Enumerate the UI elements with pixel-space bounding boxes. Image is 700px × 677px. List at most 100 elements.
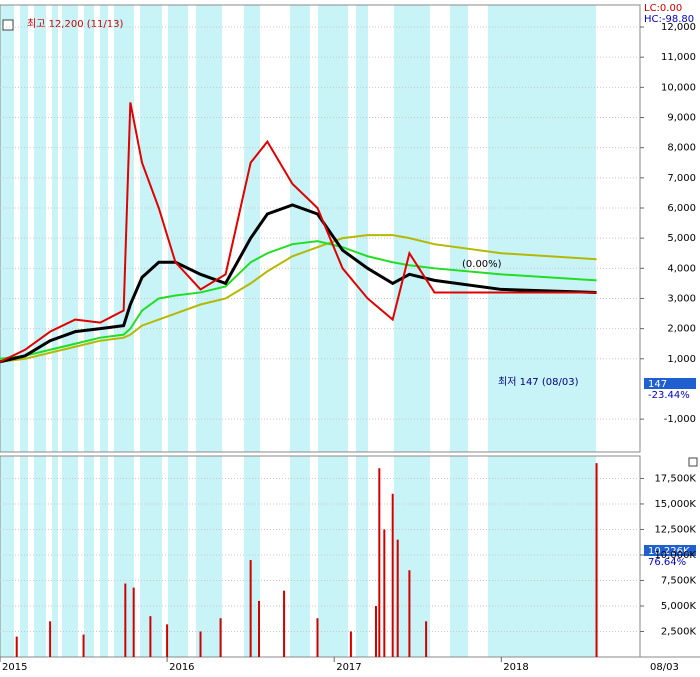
lc-label: LC:0.00 [644, 3, 682, 14]
y-tick-label: 8,000 [667, 143, 696, 154]
volume-bar [383, 529, 386, 657]
stripe [394, 456, 430, 657]
stripe [114, 5, 134, 452]
y-tick-label: 11,000 [661, 52, 696, 63]
y-tick-label: 17,500K [654, 473, 696, 484]
y-tick-label: 12,500K [654, 524, 696, 535]
volume-bar [149, 616, 152, 657]
stripe [62, 5, 78, 452]
x-tick-label: 2016 [169, 662, 194, 673]
y-tick-label: 2,000 [667, 324, 696, 335]
stripe [394, 5, 430, 452]
y-tick-label: 6,000 [667, 203, 696, 214]
stripe [114, 456, 134, 657]
stripe [0, 456, 14, 657]
y-tick-label: 9,000 [667, 113, 696, 124]
volume-bar [258, 600, 261, 657]
y-tick-label: 4,000 [667, 263, 696, 274]
stripe [52, 456, 58, 657]
y-tick-label: 3,000 [667, 293, 696, 304]
menu-icon[interactable] [2, 19, 14, 31]
volume-bar [132, 587, 135, 657]
volume-bar [316, 618, 319, 657]
last-date: 08/03 [650, 662, 679, 673]
hc-label: HC:-98.80 [644, 14, 694, 25]
price-line [0, 234, 597, 363]
volume-bar [378, 468, 381, 657]
stripe [196, 456, 222, 657]
x-tick-label: 2017 [336, 662, 361, 673]
price-line [0, 203, 597, 364]
stripe [196, 5, 222, 452]
y-tick-label: 12,000 [661, 22, 696, 33]
last-price: 147 [648, 379, 667, 390]
volume-bar [396, 539, 399, 657]
stripe [62, 456, 78, 657]
x-tick-label: 2018 [503, 662, 528, 673]
change-pct: -23.44% [648, 390, 690, 401]
last-price-box [644, 378, 696, 389]
stripe [140, 5, 162, 452]
volume-bar [391, 493, 394, 657]
stripe [290, 456, 310, 657]
stripe [84, 456, 94, 657]
volume-bar [199, 631, 202, 657]
price-line [0, 240, 597, 360]
y-tick-label: 1,000 [667, 354, 696, 365]
volume-bar [425, 621, 428, 657]
stripe [244, 5, 260, 452]
trend-label: (0.00%) [462, 259, 502, 270]
low-annotation: 최저 147 (08/03) [498, 376, 579, 388]
y-tick-label: 10,000 [661, 82, 696, 93]
volume-bar [374, 605, 377, 657]
y-tick-label: 7,500K [661, 575, 697, 586]
y-tick-label: 10,000K [654, 550, 696, 561]
volume-bar [408, 570, 411, 657]
high-annotation: 최고 12,200 (11/13) [27, 18, 123, 30]
y-tick-label: 15,000K [654, 499, 696, 510]
stripe [244, 456, 260, 657]
stripe [100, 5, 108, 452]
stripe [84, 5, 94, 452]
y-tick-label: 7,000 [667, 173, 696, 184]
stripe [488, 456, 596, 657]
stripe [34, 5, 46, 452]
stripe [100, 456, 108, 657]
stripe [34, 456, 46, 657]
y-tick-label: 5,000K [661, 601, 697, 612]
volume-bar [166, 624, 169, 657]
stripe [318, 5, 348, 452]
stripe [20, 456, 28, 657]
stripe [356, 456, 368, 657]
price-line [0, 102, 597, 363]
background-stripes [0, 5, 596, 657]
volume-bar [15, 636, 18, 657]
last-volume: 10,226K [648, 546, 690, 557]
volume-bar [219, 618, 222, 657]
volume-bar [249, 560, 252, 657]
x-tick-label: 2015 [2, 662, 27, 673]
volume-bar [349, 631, 352, 657]
stripe [356, 5, 368, 452]
stripe [140, 456, 162, 657]
close-button[interactable] [688, 457, 698, 467]
stripe [168, 5, 188, 452]
volume-bar [283, 590, 286, 657]
y-tick-label: 5,000 [667, 233, 696, 244]
volume-pct: 76.64% [648, 557, 686, 568]
volume-bar [595, 463, 598, 657]
y-tick-label: -1,000 [664, 414, 696, 425]
volume-bar [49, 621, 52, 657]
stripe [0, 5, 14, 452]
stripe [488, 5, 596, 452]
stripe [52, 5, 58, 452]
price-panel [0, 4, 641, 453]
volume-bar [82, 634, 85, 657]
last-volume-box [644, 545, 696, 556]
stripe [290, 5, 310, 452]
stripe [450, 456, 468, 657]
volume-bar [124, 583, 127, 657]
stripe [318, 456, 348, 657]
stripe [20, 5, 28, 452]
